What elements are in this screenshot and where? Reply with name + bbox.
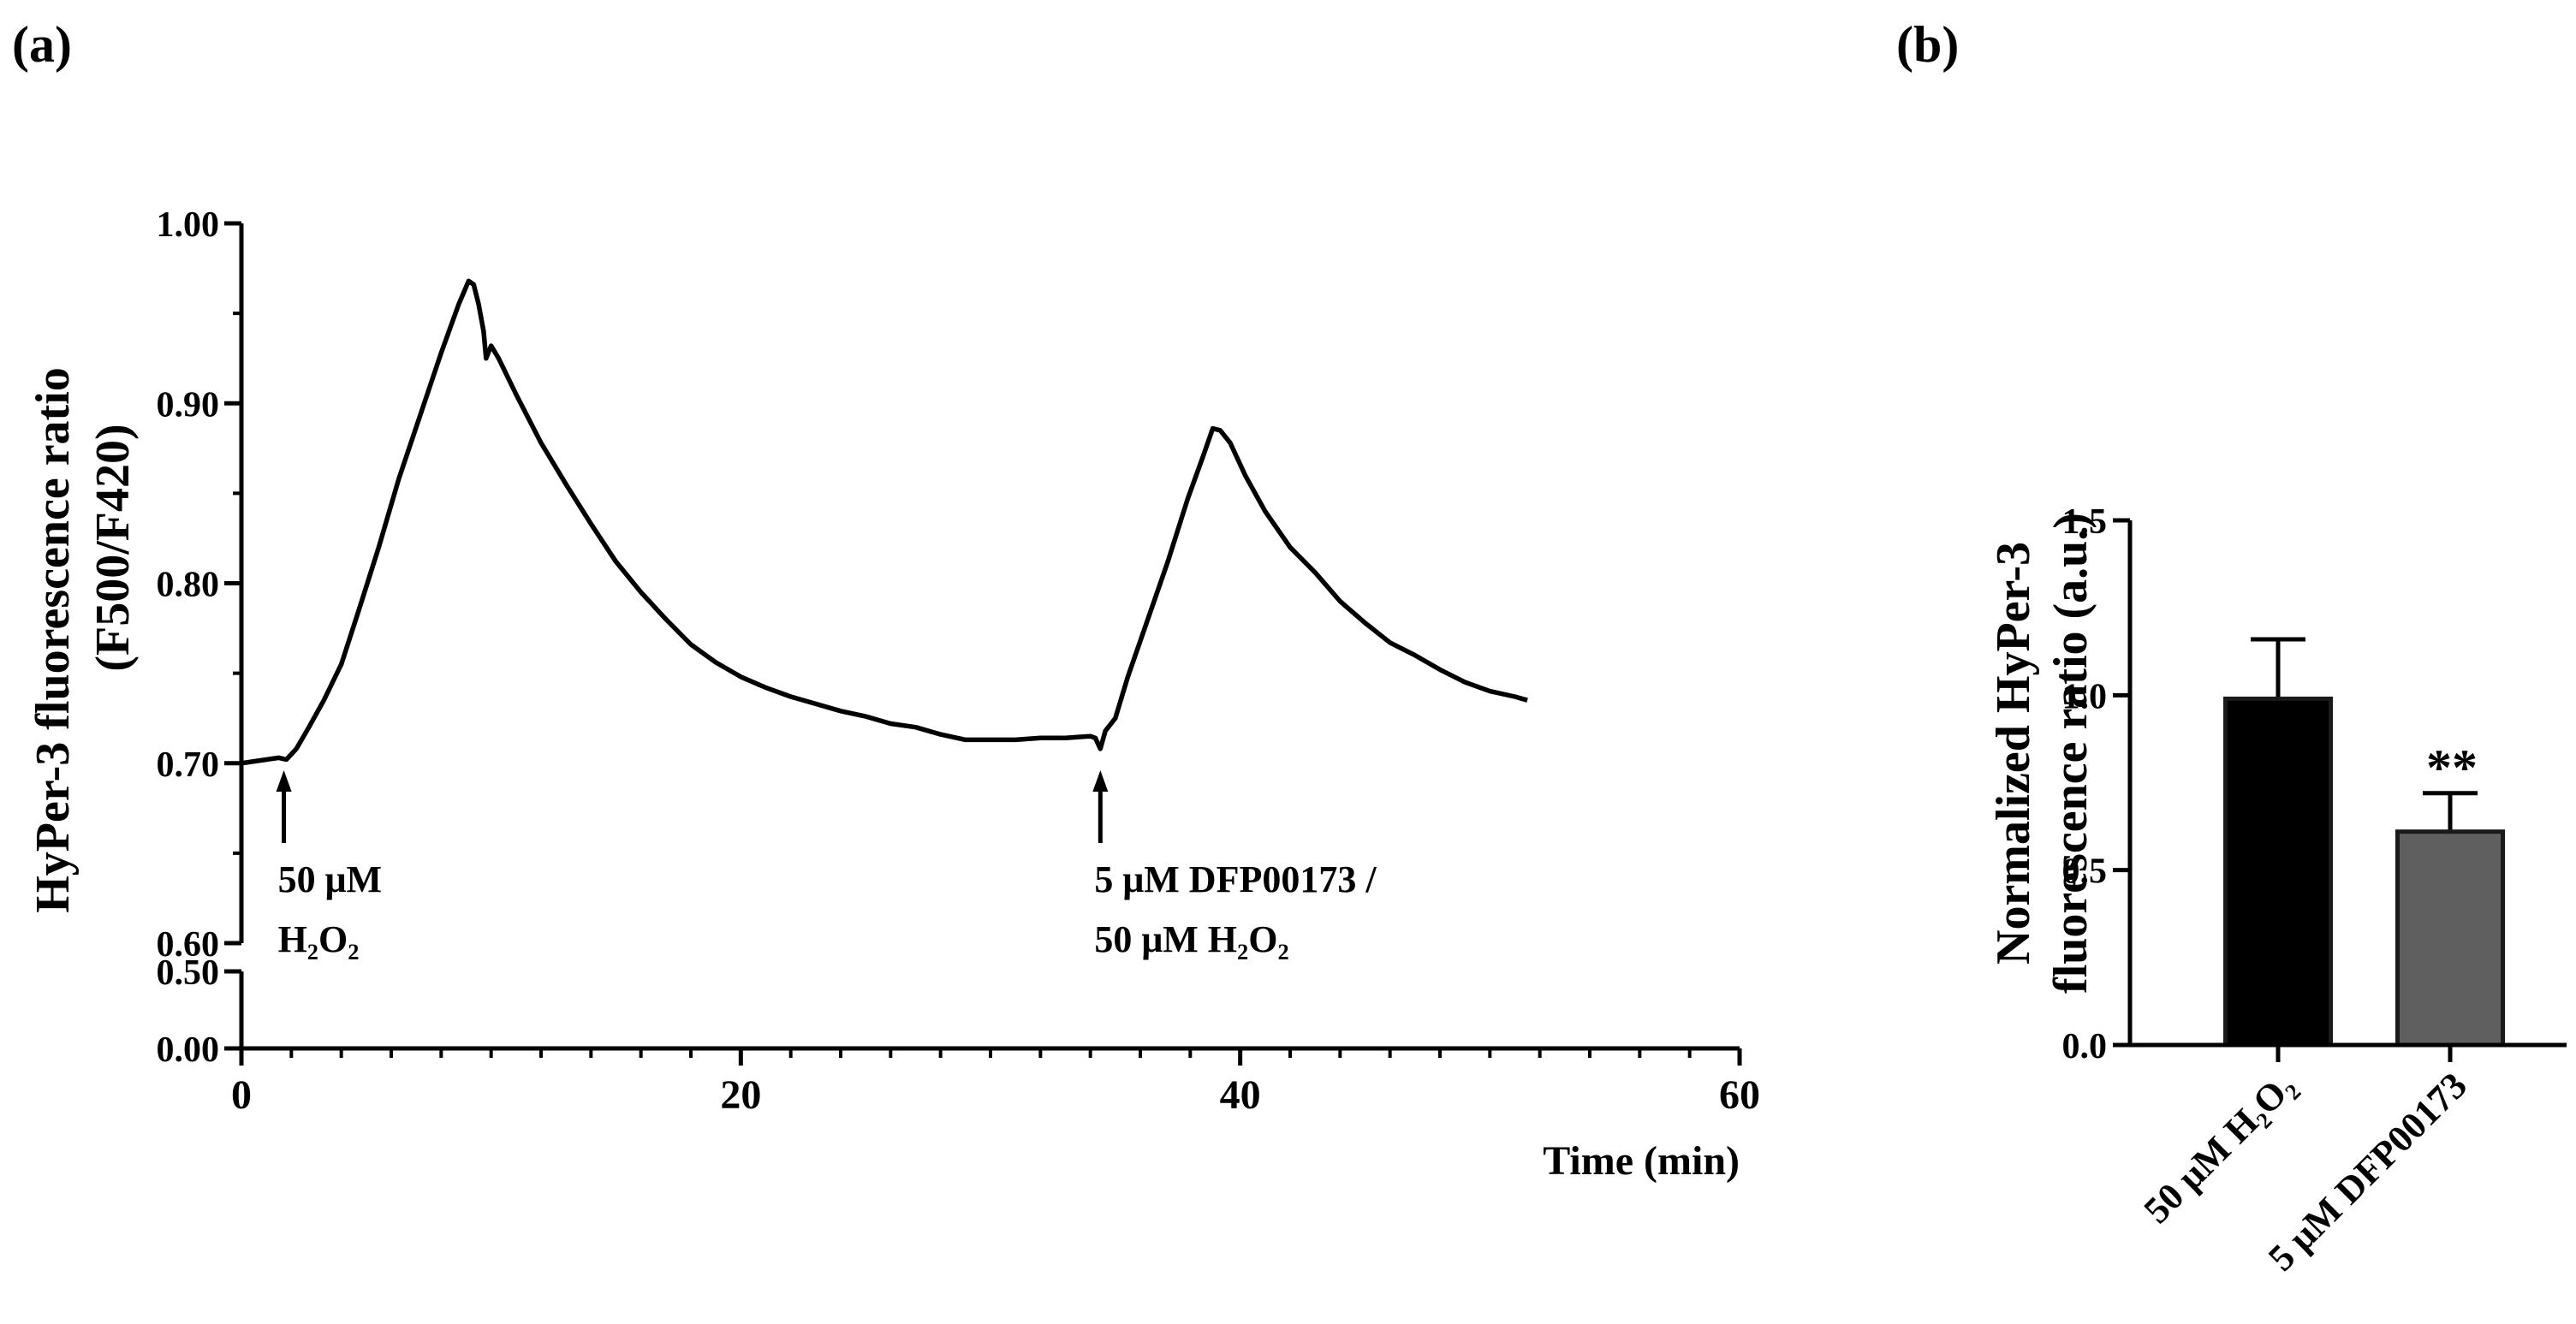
annotation-label: 50 μM H₂O₂: [1094, 918, 1288, 960]
chart-a-y-axis-lower: 0.00 0.50: [157, 953, 244, 1070]
x-tick-label: 40: [1220, 1072, 1261, 1118]
annotation-label: 5 μM DFP00173 /: [1094, 858, 1377, 900]
bar: [2223, 696, 2333, 1048]
chart-a-y-axis-upper: 0.60 0.70 0.80 0.90 1.00: [157, 205, 244, 965]
y-tick-label: 0.70: [157, 745, 220, 785]
y-tick-label: 0.5: [2062, 852, 2108, 892]
chart-b-y-axis-title-line-1: Normalized HyPer-3: [1987, 542, 2040, 965]
significance-marker: **: [2426, 739, 2478, 796]
chart-b-y-axis-title-line-2: fluorescence ratio (a.u.): [2044, 513, 2097, 994]
x-tick-label: 50 μM H₂O₂: [2136, 1064, 2303, 1231]
annotation-label: H₂O₂: [278, 918, 360, 960]
panel-label-a: (a): [12, 16, 72, 73]
y-tick-label: 0.0: [2062, 1027, 2108, 1066]
x-tick-label: 20: [720, 1072, 761, 1118]
panel-label-b: (b): [1896, 16, 1959, 73]
chart-a-y-axis-title-line-1: HyPer-3 fluorescence ratio: [27, 367, 80, 913]
chart-a-series: [241, 278, 1528, 766]
chart-a-line-plot: 0.60 0.70 0.80 0.90 1.00 0.00 0.50 0 20 40 60 50…: [27, 205, 1760, 1184]
x-tick-label: 60: [1719, 1072, 1760, 1118]
y-tick-label: 1.0: [2062, 677, 2108, 716]
chart-a-x-axis-title: Time (min): [1543, 1138, 1740, 1184]
y-tick-label: 0.00: [157, 1030, 220, 1070]
bar: [2395, 829, 2505, 1048]
chart-a-y-axis-title-line-2: (F500/F420): [86, 424, 140, 671]
y-tick-label: 1.00: [157, 205, 220, 245]
chart-b-y-axis: 0.0 0.5 1.0 1.5: [2062, 502, 2133, 1066]
y-tick-label: 1.5: [2062, 502, 2108, 542]
chart-b-bars: **: [2223, 637, 2505, 1048]
series-line: [241, 278, 1528, 766]
y-tick-label: 0.50: [157, 953, 220, 993]
annotation-label: 50 μM: [278, 858, 382, 900]
y-tick-label: 0.90: [157, 385, 220, 425]
annotation-arrowhead: [1092, 770, 1109, 792]
y-tick-label: 0.60: [157, 925, 220, 965]
chart-a-x-axis: 0 20 40 60: [231, 1046, 1760, 1118]
annotation-arrowhead: [276, 770, 292, 792]
x-tick-label: 0: [231, 1072, 252, 1118]
chart-a-annotations: 50 μM H₂O₂ 5 μM DFP00173 / 50 μM H₂O₂: [276, 770, 1377, 960]
y-tick-label: 0.80: [157, 566, 220, 605]
